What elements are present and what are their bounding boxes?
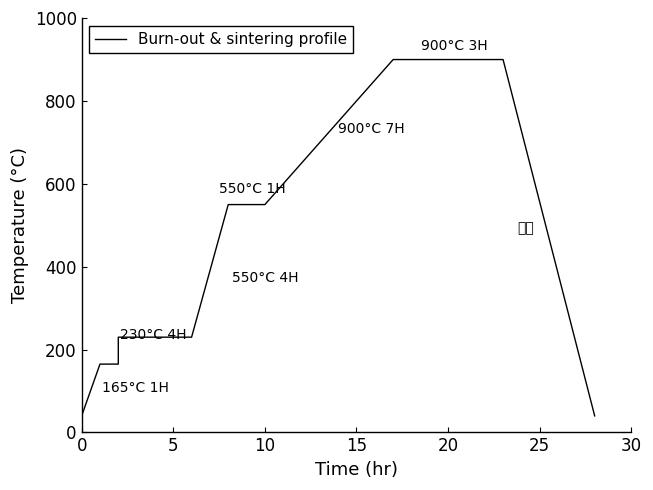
X-axis label: Time (hr): Time (hr)	[315, 461, 398, 479]
Text: 로냉: 로냉	[518, 221, 534, 236]
Burn-out & sintering profile	[444, 57, 452, 63]
Text: 165°C 1H: 165°C 1H	[102, 381, 168, 395]
Text: 900°C 7H: 900°C 7H	[338, 122, 405, 136]
Burn-out & sintering profile	[78, 413, 86, 419]
Burn-out & sintering profile	[187, 334, 195, 340]
Text: 900°C 3H: 900°C 3H	[421, 39, 487, 53]
Text: 550°C 1H: 550°C 1H	[219, 182, 286, 196]
Burn-out & sintering profile	[243, 201, 251, 207]
Burn-out & sintering profile	[389, 57, 397, 63]
Burn-out & sintering profile	[114, 334, 122, 340]
Burn-out & sintering profile	[225, 201, 232, 207]
Legend: Burn-out & sintering profile: Burn-out & sintering profile	[89, 26, 353, 53]
Text: 230°C 4H: 230°C 4H	[120, 328, 187, 342]
Burn-out & sintering profile	[591, 413, 599, 419]
Burn-out & sintering profile	[114, 361, 122, 367]
Burn-out & sintering profile	[261, 201, 269, 207]
Burn-out & sintering profile	[499, 57, 507, 63]
Text: 550°C 4H: 550°C 4H	[232, 271, 298, 285]
Burn-out & sintering profile	[96, 361, 104, 367]
Line: Burn-out & sintering profile: Burn-out & sintering profile	[82, 60, 595, 416]
Y-axis label: Temperature (°C): Temperature (°C)	[11, 147, 29, 303]
